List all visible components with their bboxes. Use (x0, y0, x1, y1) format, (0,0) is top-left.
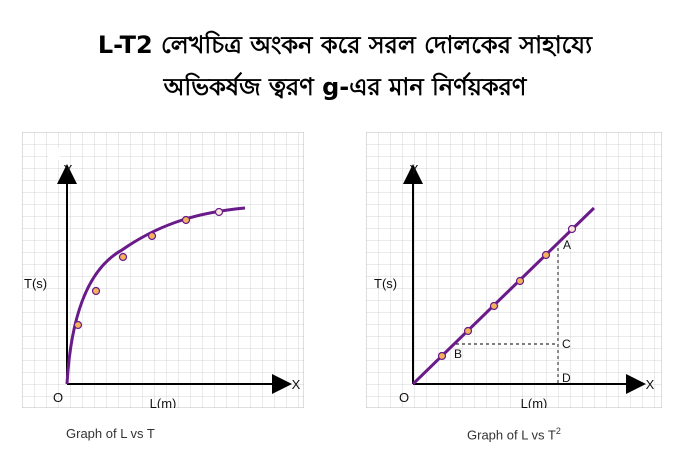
page-title-line-1: L-T2 লেখচিত্র অংকন করে সরল দোলকের সাহায্… (97, 31, 593, 59)
y-axis-label: T(s) (24, 276, 47, 291)
data-point (214, 207, 224, 217)
data-point (73, 320, 83, 330)
data-point (181, 215, 191, 225)
x-axis-label: L(m) (150, 396, 177, 408)
y-label-mask (48, 148, 60, 160)
graph-l-vs-t-svg: Y X O T(s) L(m) (22, 132, 304, 408)
graph-l-vs-t-squared-caption: Graph of L vs T2 (467, 426, 561, 442)
data-point (567, 224, 577, 234)
caption-text: Graph of L vs T (467, 427, 556, 443)
l-vs-t-curve (65, 206, 246, 385)
y-axis-letter: Y (410, 162, 419, 177)
data-point (515, 276, 525, 286)
page-title-line-2: অভিকর্ষজ ত্বরণ g-এর মান নির্ণয়করণ (163, 73, 527, 101)
origin-label: O (399, 390, 409, 405)
caption-superscript: 2 (555, 426, 561, 436)
point-c-label: C (562, 337, 571, 351)
x-axis-label: L(m) (521, 396, 548, 408)
graph-l-vs-t-squared: A B C D Y X O T(s) L(m) (366, 132, 662, 408)
x-axis-letter: X (292, 377, 301, 392)
x-axis-letter: X (646, 377, 655, 392)
graph-l-vs-t-caption: Graph of L vs T (66, 426, 155, 441)
graph-l-vs-t-squared-svg: A B C D Y X O T(s) L(m) (366, 132, 662, 408)
point-a-label: A (563, 238, 571, 252)
graph-l-vs-t: Y X O T(s) L(m) (22, 132, 304, 408)
data-point (118, 252, 128, 262)
data-point (541, 250, 551, 260)
y-axis-letter: Y (64, 162, 73, 177)
data-point (147, 231, 157, 241)
data-point (437, 351, 447, 361)
point-d-label: D (562, 371, 571, 385)
origin-label: O (53, 390, 63, 405)
data-point (91, 286, 101, 296)
point-b-label: B (454, 347, 462, 361)
y-axis-label: T(s) (374, 276, 397, 291)
data-point (489, 301, 499, 311)
data-point (463, 326, 473, 336)
